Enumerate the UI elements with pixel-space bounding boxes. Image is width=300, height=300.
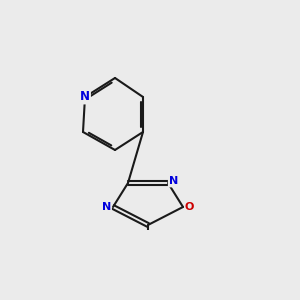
Text: N: N (102, 202, 111, 212)
Text: N: N (169, 176, 178, 187)
Text: O: O (185, 202, 194, 212)
Text: N: N (80, 91, 90, 103)
